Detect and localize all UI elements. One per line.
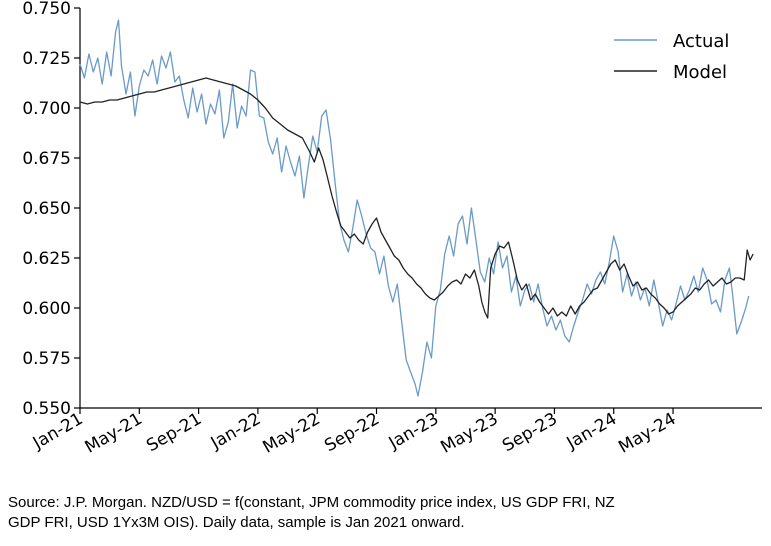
plot-frame	[79, 8, 762, 409]
legend: Actual Model	[614, 31, 729, 83]
y-tick-label: 0.700	[22, 99, 71, 119]
x-tick-label: Sep-21	[143, 409, 205, 456]
legend-label-actual: Actual	[673, 31, 729, 52]
y-tick-label: 0.550	[22, 399, 71, 419]
series-line-actual	[79, 19, 750, 397]
y-tick-label: 0.725	[22, 49, 71, 69]
y-tick-label: 0.650	[22, 199, 71, 219]
y-tick-label: 0.575	[22, 349, 71, 369]
y-tick-label: 0.675	[22, 149, 71, 169]
caption-line-1: Source: J.P. Morgan. NZD/USD = f(constan…	[8, 494, 615, 511]
x-tick-label: May-21	[82, 409, 146, 458]
x-tick-label: Jan-22	[207, 409, 265, 454]
y-tick-label: 0.750	[22, 0, 71, 19]
x-tick-label: Sep-22	[321, 409, 383, 456]
x-tick-label: Jan-24	[563, 409, 621, 454]
series-layer	[79, 19, 754, 397]
y-tick-label: 0.625	[22, 249, 71, 269]
legend-label-model: Model	[673, 62, 727, 83]
x-tick-label: Sep-23	[499, 409, 561, 456]
series-line-model	[79, 77, 754, 319]
y-tick-label: 0.600	[22, 299, 71, 319]
x-tick-label: May-24	[615, 409, 679, 458]
caption-line-2: GDP FRI, USD 1Yx3M OIS). Daily data, sam…	[8, 514, 465, 531]
x-tick-label: Jan-23	[385, 409, 443, 454]
source-caption: Source: J.P. Morgan. NZD/USD = f(constan…	[8, 493, 763, 533]
nzdusd-chart: 0.550 0.575 0.600 0.625 0.650 0.675 0.700 0.725…	[22, 0, 762, 458]
x-tick-label: May-23	[437, 409, 501, 458]
x-tick-label: May-22	[259, 409, 323, 458]
y-axis-ticks: 0.550 0.575 0.600 0.625 0.650 0.675 0.700 0.725…	[22, 0, 80, 419]
